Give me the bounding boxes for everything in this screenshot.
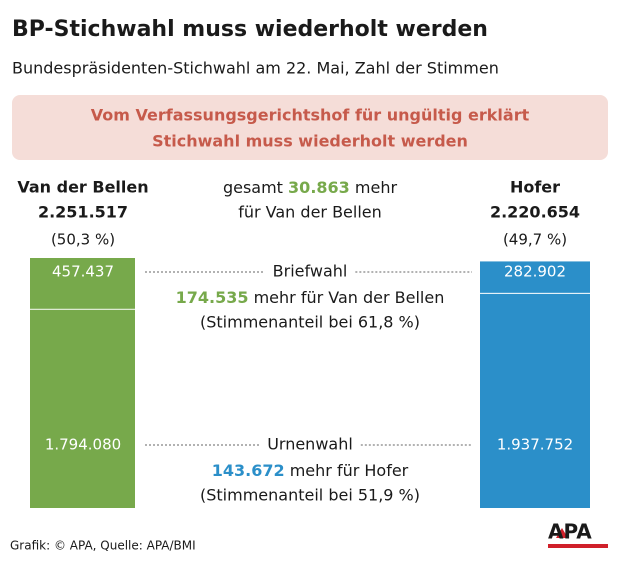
chart-title: BP-Stichwahl muss wiederholt werden xyxy=(12,17,488,42)
banner-line: Stichwahl muss wiederholt werden xyxy=(152,132,468,151)
annotation-text: mehr für Van der Bellen xyxy=(254,288,445,307)
annotation-text: mehr für Hofer xyxy=(290,461,409,480)
overall-line: gesamt 30.863 mehr xyxy=(223,178,398,197)
source: Grafik: © APA, Quelle: APA/BMI xyxy=(10,539,196,553)
bar-segment xyxy=(480,261,590,293)
overall-line2: für Van der Bellen xyxy=(238,203,382,222)
logo: APA xyxy=(548,520,592,544)
annotation-difference: 143.672 xyxy=(212,461,285,480)
logo-mark xyxy=(556,528,568,538)
category-label: Urnenwahl xyxy=(267,435,353,454)
logo-bar xyxy=(548,544,608,548)
overall-difference: 30.863 xyxy=(288,178,350,197)
overall-suffix: mehr xyxy=(355,178,398,197)
series-total: 2.220.654 xyxy=(490,203,580,222)
annotation-share: (Stimmenanteil bei 51,9 %) xyxy=(200,486,420,505)
series-total: 2.251.517 xyxy=(38,203,128,222)
annotation-line: 143.672 mehr für Hofer xyxy=(212,461,409,480)
series-name: Hofer xyxy=(510,178,560,197)
annotation-difference: 174.535 xyxy=(176,288,249,307)
series-name: Van der Bellen xyxy=(17,178,148,197)
segment-label: 282.902 xyxy=(504,263,566,281)
banner-line: Vom Verfassungsgerichtshof für ungültig … xyxy=(91,106,530,125)
segment-label: 1.937.752 xyxy=(497,436,573,454)
chart-subtitle: Bundespräsidenten-Stichwahl am 22. Mai, … xyxy=(12,59,499,78)
segment-label: 457.437 xyxy=(52,263,114,281)
series-share: (49,7 %) xyxy=(503,231,567,249)
bar-segment xyxy=(30,308,135,508)
bar-segment xyxy=(480,292,590,508)
series-share: (50,3 %) xyxy=(51,231,115,249)
bar-segment xyxy=(30,258,135,309)
overall-prefix: gesamt xyxy=(223,178,283,197)
category-label: Briefwahl xyxy=(273,262,348,281)
annotation-line: 174.535 mehr für Van der Bellen xyxy=(176,288,445,307)
annotation-share: (Stimmenanteil bei 61,8 %) xyxy=(200,313,420,332)
banner-box xyxy=(12,95,608,160)
segment-label: 1.794.080 xyxy=(45,436,121,454)
